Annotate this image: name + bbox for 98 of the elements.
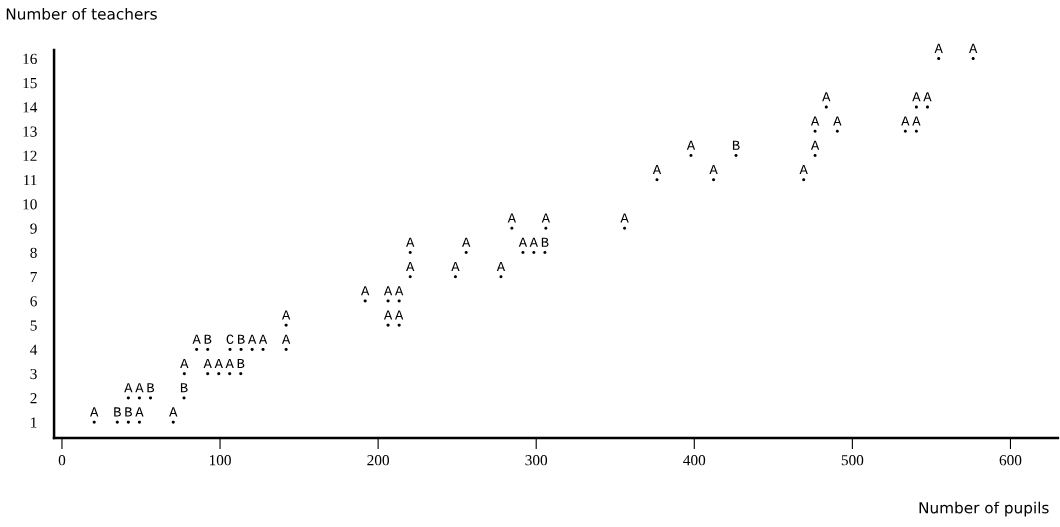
data-label: A: [192, 334, 201, 344]
data-label: A: [361, 286, 370, 296]
point: [925, 105, 930, 109]
x-tick-label: 600: [999, 455, 1022, 466]
y-tick-label: 2: [30, 393, 37, 404]
data-label: A: [934, 43, 943, 53]
data-label: A: [383, 310, 393, 320]
x-tick-label: 300: [525, 455, 548, 466]
data-label: A: [507, 213, 517, 223]
point: [239, 372, 243, 376]
data-label: A: [406, 261, 415, 272]
data-label: A: [462, 237, 471, 247]
data-label: A: [901, 116, 910, 126]
data-label: B: [732, 140, 740, 150]
data-label: A: [799, 164, 808, 175]
x-tick-label: 200: [367, 455, 389, 466]
data-label: C: [226, 334, 234, 344]
y-tick-label: 10: [23, 199, 37, 210]
data-label: A: [529, 237, 538, 247]
data-label: B: [114, 407, 121, 417]
data-label: B: [125, 407, 132, 417]
data-label: A: [394, 310, 404, 320]
point: [182, 372, 186, 376]
data-label: A: [451, 261, 460, 272]
x-tick-label: 100: [209, 455, 231, 466]
y-axis-title: Number of teachers: [6, 7, 157, 20]
y-tick-label: 4: [30, 344, 38, 355]
data-label: A: [214, 358, 223, 369]
point: [171, 420, 175, 424]
data-label: A: [518, 237, 528, 247]
x-tick-label: 500: [841, 455, 864, 466]
data-label: A: [135, 383, 144, 393]
data-label: A: [135, 407, 144, 417]
point: [802, 178, 806, 182]
point: [261, 347, 265, 352]
point: [835, 129, 839, 133]
y-tick-label: 6: [30, 296, 37, 307]
x-tick-label: 400: [683, 455, 706, 466]
y-tick-label: 3: [30, 368, 37, 380]
data-label: A: [281, 310, 291, 320]
y-tick-label: 14: [23, 102, 38, 113]
data-label: A: [620, 213, 629, 223]
data-label: B: [180, 383, 188, 393]
data-label: A: [709, 164, 718, 175]
point: [217, 372, 221, 376]
data-label: A: [652, 164, 662, 175]
data-label: B: [204, 334, 212, 344]
point: [734, 153, 738, 158]
data-label: A: [383, 286, 393, 296]
data-label: A: [394, 286, 404, 296]
data-label: A: [281, 334, 291, 344]
x-tick-label: 0: [58, 455, 66, 466]
data-label: A: [124, 383, 133, 393]
data-label: B: [238, 334, 245, 344]
y-tick-label: 11: [24, 174, 37, 186]
point: [903, 129, 907, 133]
point: [228, 347, 232, 352]
data-label: A: [258, 334, 268, 344]
data-label: A: [90, 407, 99, 417]
y-tick-label: 9: [30, 223, 37, 234]
data-label: A: [169, 407, 178, 417]
data-label: A: [541, 213, 551, 223]
point: [689, 153, 693, 158]
data-label: A: [247, 334, 257, 344]
data-label: A: [686, 140, 696, 150]
point: [397, 323, 401, 327]
data-label: B: [541, 237, 549, 247]
y-tick-label: 8: [30, 247, 37, 258]
data-label: A: [225, 358, 234, 369]
data-label: A: [810, 140, 820, 150]
data-label: A: [923, 92, 932, 102]
data-label: A: [496, 261, 506, 272]
data-label: B: [147, 383, 155, 393]
point: [937, 57, 941, 61]
x-axis-title: Number of pupils: [919, 501, 1049, 517]
y-tick-label: 5: [30, 320, 37, 331]
point: [228, 372, 232, 376]
y-tick-label: 16: [23, 53, 37, 64]
data-label: A: [833, 116, 842, 126]
data-label: B: [237, 358, 245, 369]
data-label: A: [912, 116, 921, 126]
y-tick-label: 15: [23, 78, 37, 89]
data-label: A: [822, 92, 831, 102]
data-label: A: [912, 92, 921, 102]
point: [195, 347, 199, 352]
data-label: A: [406, 237, 415, 247]
y-tick-label: 12: [23, 150, 37, 161]
data-label: A: [180, 358, 189, 369]
y-tick-label: 13: [23, 126, 37, 137]
point: [92, 420, 96, 424]
data-label: A: [968, 43, 978, 53]
y-tick-label: 7: [30, 272, 37, 283]
point: [206, 372, 210, 376]
data-label: A: [810, 116, 820, 126]
point: [914, 105, 918, 109]
y-tick-label: 1: [31, 417, 37, 428]
data-label: A: [203, 358, 212, 369]
point: [408, 275, 412, 279]
